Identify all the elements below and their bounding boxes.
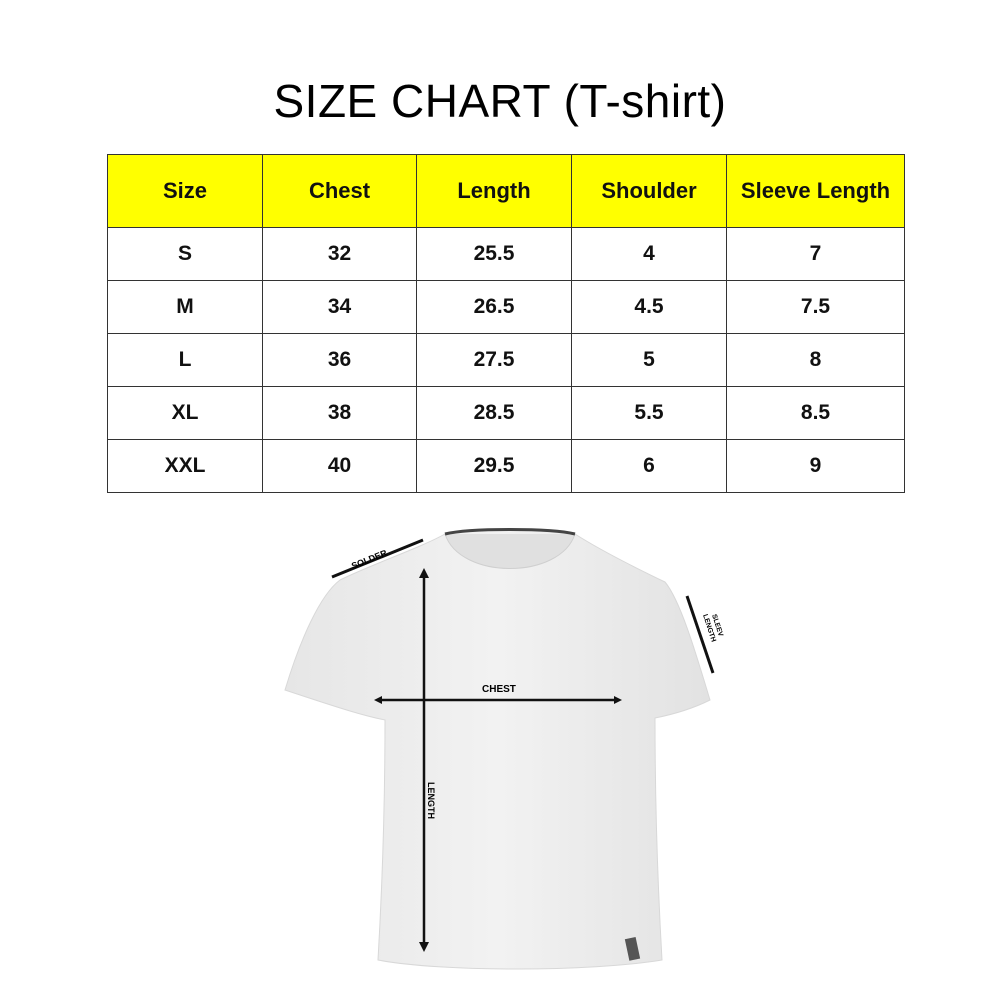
- column-header: Length: [416, 154, 572, 228]
- brand-tag-icon: [624, 936, 641, 961]
- table-cell: 4.5: [571, 280, 727, 334]
- table-cell: 29.5: [416, 439, 572, 493]
- tshirt-measurement-diagram: SOLDER SLEEV LENGTH CHEST LENGTH: [284, 528, 724, 970]
- table-cell: 28.5: [416, 386, 572, 440]
- size-chart-table: Size Chest Length Shoulder Sleeve Length…: [107, 154, 905, 493]
- table-row: XXL 40 29.5 6 9: [107, 439, 905, 493]
- table-cell: 32: [262, 227, 417, 281]
- column-header: Size: [107, 154, 263, 228]
- neckline: [444, 533, 576, 569]
- page-title: SIZE CHART (T-shirt): [273, 75, 727, 127]
- table-cell: L: [107, 333, 263, 387]
- table-row: S 32 25.5 4 7: [107, 227, 905, 281]
- table-cell: 40: [262, 439, 417, 493]
- table-cell: S: [107, 227, 263, 281]
- table-row: L 36 27.5 5 8: [107, 333, 905, 387]
- table-cell: M: [107, 280, 263, 334]
- table-row: M 34 26.5 4.5 7.5: [107, 280, 905, 334]
- table-cell: 26.5: [416, 280, 572, 334]
- table-cell: 27.5: [416, 333, 572, 387]
- table-cell: XL: [107, 386, 263, 440]
- table-cell: 38: [262, 386, 417, 440]
- table-cell: 5: [571, 333, 727, 387]
- table-header-row: Size Chest Length Shoulder Sleeve Length: [107, 154, 905, 228]
- table-cell: 9: [726, 439, 905, 493]
- table-cell: 5.5: [571, 386, 727, 440]
- table-cell: 8.5: [726, 386, 905, 440]
- table-cell: 7.5: [726, 280, 905, 334]
- collar-trim: [444, 528, 576, 536]
- length-label: LENGTH: [426, 782, 436, 819]
- table-cell: 4: [571, 227, 727, 281]
- column-header: Shoulder: [571, 154, 727, 228]
- table-cell: 6: [571, 439, 727, 493]
- table-cell: 34: [262, 280, 417, 334]
- table-cell: 8: [726, 333, 905, 387]
- table-cell: 25.5: [416, 227, 572, 281]
- table-cell: 7: [726, 227, 905, 281]
- chest-label: CHEST: [482, 684, 516, 695]
- table-row: XL 38 28.5 5.5 8.5: [107, 386, 905, 440]
- column-header: Chest: [262, 154, 417, 228]
- tshirt-shape: [284, 529, 711, 970]
- table-cell: 36: [262, 333, 417, 387]
- table-cell: XXL: [107, 439, 263, 493]
- column-header: Sleeve Length: [726, 154, 905, 228]
